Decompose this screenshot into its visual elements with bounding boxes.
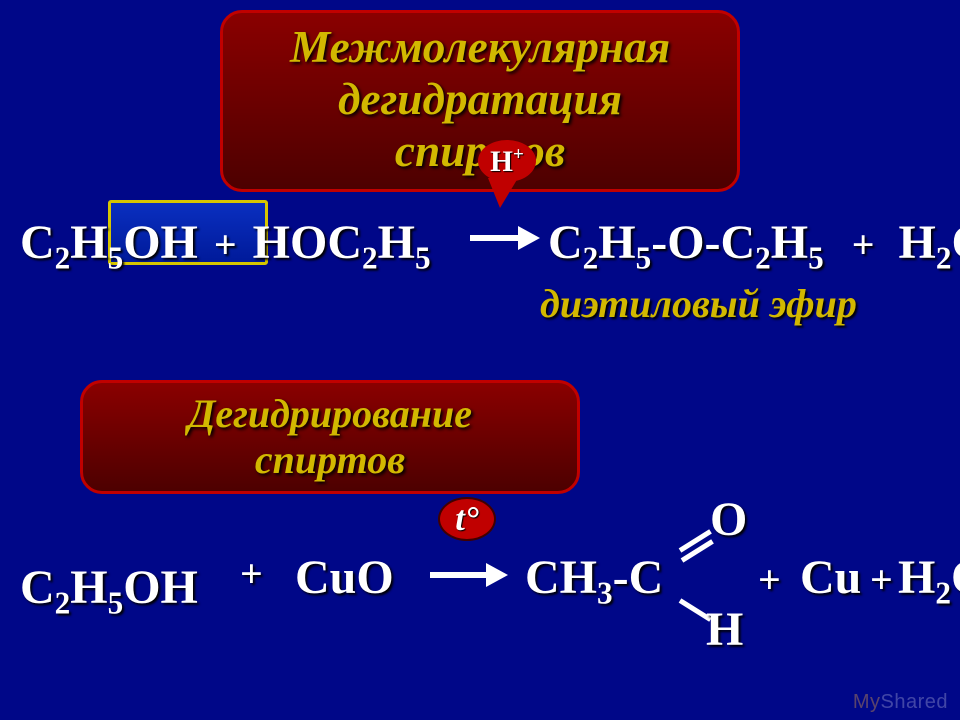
eq1-plus2: +: [852, 222, 875, 267]
eq1-product1: C2H5-O-C2H5: [548, 216, 824, 269]
eq1-plus1: +: [210, 222, 241, 267]
eq2-product3: H2O: [898, 550, 960, 612]
eq1-reactant1: C2H5OH: [20, 216, 198, 269]
title-box-2: Дегидрирование спиртов: [80, 380, 580, 494]
eq2-plus3: +: [870, 556, 893, 603]
eq2-plus1: +: [240, 550, 263, 597]
eq1: C2H5OH + HOC2H5: [20, 215, 431, 277]
catalyst-text: H+: [490, 144, 524, 179]
condition-text: t°: [455, 500, 479, 539]
watermark: MyShared: [853, 691, 948, 714]
eq2-product2: Cu: [800, 550, 861, 605]
eq2-product-H: H: [706, 602, 743, 657]
eq1-products: C2H5-O-C2H5 + H2O: [548, 215, 960, 277]
catalyst-tail: [488, 178, 518, 208]
eq2-product-O: O: [710, 492, 747, 547]
eq1-product2: H2O: [899, 216, 960, 269]
condition-badge: t°: [438, 497, 496, 541]
title-2-text: Дегидрирование спиртов: [113, 391, 547, 483]
eq2-product-main: CH3-C: [525, 550, 663, 612]
eq1-reactant2: HOC2H5: [253, 216, 431, 269]
title-1-line1: Межмолекулярная: [263, 21, 697, 73]
eq2-plus2: +: [758, 556, 781, 603]
catalyst-bubble: H+: [478, 140, 536, 182]
eq2-reactant2: CuO: [295, 550, 394, 605]
catalyst-callout: H+: [478, 140, 536, 182]
eq1-product-label: диэтиловый эфир: [540, 280, 857, 327]
eq2-reactant1: C2H5OH: [20, 560, 198, 622]
